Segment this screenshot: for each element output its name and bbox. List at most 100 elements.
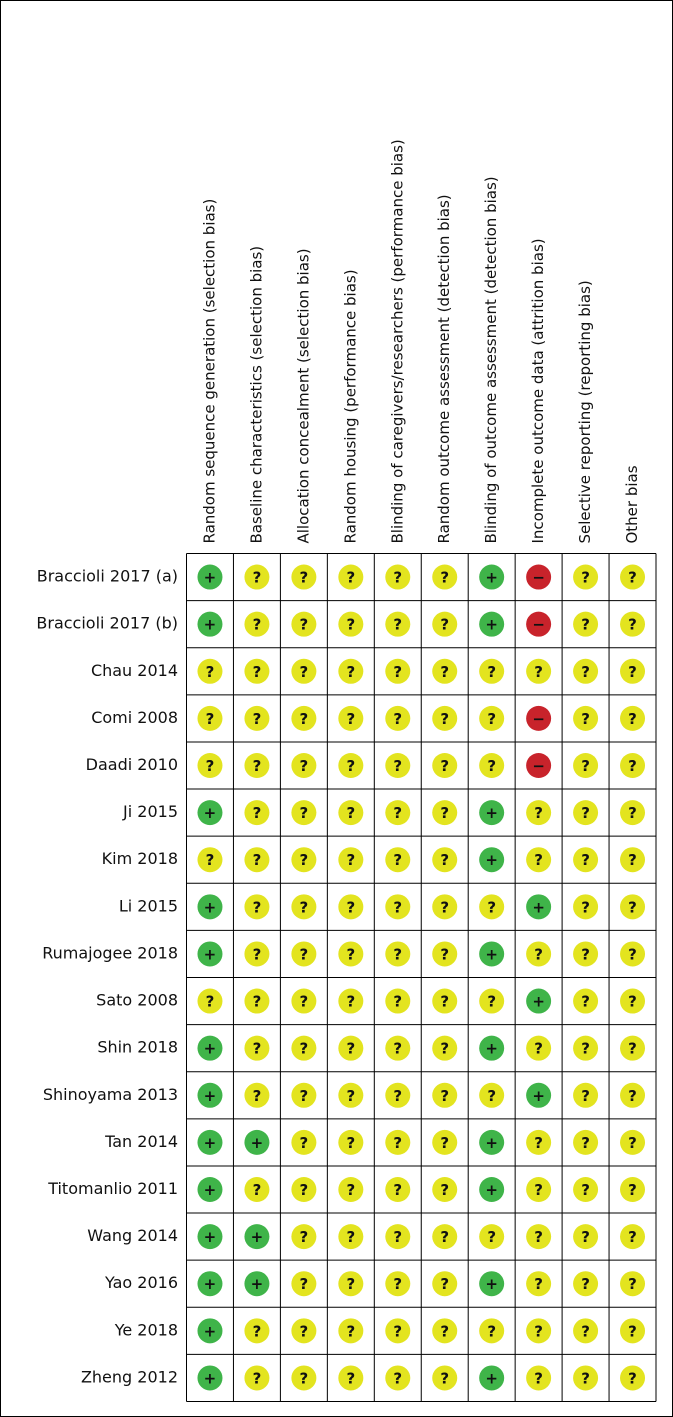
judgement-symbol: ? [393,1181,402,1199]
judgement-dot [385,564,411,590]
judgement-dot [244,1224,270,1250]
judgement-symbol: ? [534,1275,543,1293]
judgement-dot [526,800,552,826]
judgement-dot [526,894,552,920]
judgement-symbol: ? [253,898,262,916]
judgement-dot [479,1129,505,1155]
judgement-symbol: ? [393,1040,402,1058]
judgement-dot [385,658,411,684]
judgement-symbol: ? [253,1181,262,1199]
study-label: Chau 2014 [91,661,178,680]
judgement-dot [338,611,364,637]
judgement-dot [197,1035,223,1061]
judgement-dot [197,988,223,1014]
judgement-dot [526,1318,552,1344]
judgement-dot [291,564,317,590]
judgement-dot [197,1129,223,1155]
judgement-dot [573,1035,599,1061]
judgement-symbol: + [204,898,217,916]
judgement-dot [197,894,223,920]
judgement-symbol: ? [253,1322,262,1340]
judgement-dot [432,658,458,684]
judgement-symbol: ? [300,757,309,775]
judgement-dot [385,1177,411,1202]
study-label: Braccioli 2017 (b) [36,614,178,633]
judgement-symbol: + [204,1181,217,1199]
judgement-dot [291,1177,317,1202]
judgement-dot [620,1271,646,1297]
judgement-symbol: ? [628,1322,637,1340]
judgement-symbol: ? [581,898,590,916]
judgement-symbol: ? [300,1275,309,1293]
judgement-symbol: ? [487,993,496,1011]
judgement-symbol: ? [300,993,309,1011]
judgement-symbol: + [485,569,498,587]
judgement-symbol: ? [206,757,215,775]
judgement-symbol: + [204,569,217,587]
judgement-dot [620,1365,646,1391]
judgement-symbol: ? [581,851,590,869]
judgement-dot [432,564,458,590]
judgement-symbol: ? [440,1134,449,1152]
judgement-dot [526,564,552,590]
judgement-dot [620,941,646,967]
judgement-dot [291,1365,317,1391]
study-label: Rumajogee 2018 [42,943,178,962]
judgement-symbol: ? [487,663,496,681]
judgement-dot [479,1082,505,1108]
judgement-dot [573,988,599,1014]
judgement-dot [620,1318,646,1344]
judgement-dot [244,658,270,684]
judgement-symbol: ? [628,616,637,634]
judgement-dot [197,800,223,826]
judgement-dot [479,894,505,920]
judgement-dot [338,1129,364,1155]
judgement-symbol: ? [393,993,402,1011]
judgement-symbol: ? [581,663,590,681]
judgement-symbol: ? [628,1369,637,1387]
judgement-dot [620,658,646,684]
judgement-dot [338,1082,364,1108]
judgement-dot [432,1035,458,1061]
judgement-symbol: ? [253,569,262,587]
judgement-symbol: ? [253,1040,262,1058]
judgement-symbol: ? [300,1228,309,1246]
judgement-dot [573,1082,599,1108]
judgement-symbol: ? [581,1040,590,1058]
judgement-dot [573,1224,599,1250]
judgement-symbol: ? [206,993,215,1011]
judgement-symbol: ? [393,1228,402,1246]
column-header: Blinding of outcome assessment (detectio… [482,176,500,543]
judgement-dot [573,847,599,873]
judgement-symbol: ? [393,757,402,775]
judgement-dot [620,611,646,637]
judgement-symbol: ? [534,851,543,869]
judgement-symbol: ? [393,569,402,587]
judgement-symbol: ? [393,616,402,634]
judgement-symbol: ? [487,710,496,728]
judgement-symbol: ? [393,1322,402,1340]
judgement-dot [573,753,599,778]
judgement-dot [385,1365,411,1391]
judgement-symbol: ? [300,616,309,634]
judgement-symbol: ? [487,757,496,775]
judgement-symbol: ? [253,710,262,728]
judgement-dot [432,1271,458,1297]
judgement-dot [385,1318,411,1344]
judgement-dot [526,1271,552,1297]
judgement-symbol: ? [534,1369,543,1387]
judgement-dot [573,800,599,826]
judgement-symbol: + [485,1040,498,1058]
judgement-dot [620,847,646,873]
judgement-symbol: ? [253,993,262,1011]
judgement-symbol: ? [534,1228,543,1246]
judgement-symbol: ? [346,569,355,587]
judgement-dot [385,1129,411,1155]
judgement-dot [526,658,552,684]
judgement-dot [573,1365,599,1391]
judgement-symbol: ? [440,898,449,916]
judgement-dot [244,1318,270,1344]
judgement-symbol: ? [253,1087,262,1105]
judgement-symbol: ? [534,1322,543,1340]
judgement-symbol: ? [440,1369,449,1387]
